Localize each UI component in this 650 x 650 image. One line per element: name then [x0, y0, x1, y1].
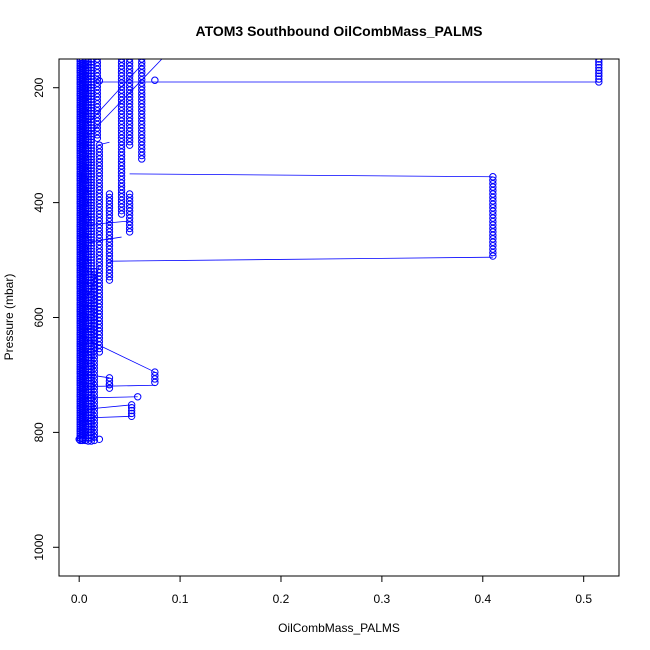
data-point — [117, 210, 126, 218]
data-point — [595, 63, 603, 72]
data-point — [127, 406, 136, 415]
data-point — [105, 276, 114, 284]
x-tick-label: 0.4 — [474, 592, 491, 606]
plot-frame — [58, 58, 620, 577]
data-point — [95, 77, 104, 85]
data-point — [79, 435, 87, 443]
data-point — [151, 375, 159, 383]
data-point — [83, 214, 91, 223]
x-tick-label: 0.2 — [273, 592, 290, 606]
y-axis-label: Pressure (mbar) — [2, 274, 16, 361]
y-tick-label: 1000 — [32, 534, 46, 561]
series-line-segment — [97, 141, 110, 146]
y-tick-label: 200 — [32, 77, 46, 97]
series-line-segment — [109, 256, 493, 262]
series-line-segment — [129, 173, 493, 178]
chart-title: ATOM3 Southbound OilCombMass_PALMS — [196, 23, 483, 39]
data-point — [125, 228, 134, 236]
data-point — [595, 59, 603, 66]
data-point — [595, 66, 603, 75]
y-tick-label: 400 — [32, 192, 46, 212]
x-tick-label: 0.3 — [374, 592, 391, 606]
plot-marks — [75, 59, 603, 445]
y-tick-label: 600 — [32, 307, 46, 327]
series-line-segment — [91, 384, 155, 387]
data-point — [127, 403, 136, 412]
data-point — [127, 412, 136, 421]
data-point — [125, 141, 134, 149]
x-tick-label: 0.5 — [575, 592, 592, 606]
x-axis-label: OilCombMass_PALMS — [278, 621, 400, 635]
data-point — [105, 273, 114, 281]
data-point — [595, 61, 603, 69]
data-point — [595, 72, 603, 80]
x-tick-label: 0.0 — [71, 592, 88, 606]
y-axis: 200 400 600 800 1000 — [32, 77, 59, 561]
y-tick-label: 800 — [32, 422, 46, 442]
data-point — [75, 435, 83, 443]
data-point — [138, 151, 146, 160]
data-point — [105, 381, 114, 389]
data-point — [595, 69, 603, 78]
data-point — [105, 384, 114, 392]
data-point — [595, 75, 603, 83]
data-point — [125, 138, 134, 146]
data-point — [151, 76, 159, 84]
data-point — [138, 155, 146, 163]
data-point — [489, 248, 497, 257]
data-point — [117, 206, 126, 215]
data-point — [595, 78, 603, 86]
x-tick-label: 0.1 — [172, 592, 189, 606]
data-point — [134, 393, 142, 401]
data-point — [489, 252, 497, 260]
data-point — [90, 433, 99, 441]
data-point — [151, 378, 159, 387]
data-point — [595, 59, 603, 63]
x-axis: 0.0 0.1 0.2 0.3 0.4 0.5 — [71, 576, 592, 606]
data-point — [127, 409, 136, 418]
data-point — [125, 224, 134, 233]
data-point — [127, 401, 136, 409]
